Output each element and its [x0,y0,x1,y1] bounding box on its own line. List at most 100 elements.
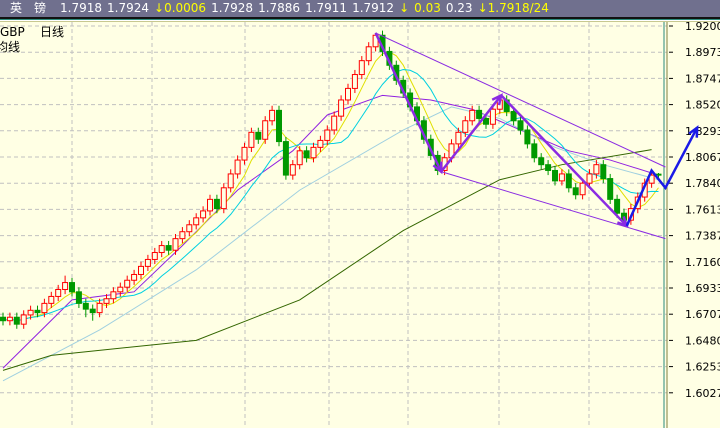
quote-field: 0.23 [445,1,473,15]
candle-body [600,164,607,180]
candle-body [186,224,193,233]
candle-body [648,174,655,184]
trendline [625,127,699,227]
candle [6,312,13,326]
candle-body [455,131,462,145]
candle-body [34,309,41,314]
candle [255,127,262,144]
candle-body [614,198,621,214]
candle-body [117,286,124,293]
candle-body [82,302,89,310]
candle-body [524,129,531,145]
candle-body [462,120,469,133]
candle-body [276,109,282,143]
candle-body [220,187,227,210]
y-tick-label: 1.8520 [685,99,720,112]
candle [338,95,345,121]
candle [310,142,317,163]
candle [234,155,241,179]
candle-body [289,164,296,176]
candle [151,247,158,265]
candle-body [358,60,365,76]
candle-body [282,141,289,176]
trendline [500,94,628,227]
candle [0,312,6,326]
candle [572,183,579,200]
y-tick-label: 1.7613 [685,203,720,216]
candle [586,169,593,188]
y-tick-label: 1.6707 [685,308,720,321]
candle [455,127,462,149]
indicator-label: 均线 [0,40,21,54]
candle-body [103,298,110,304]
candle [220,183,227,214]
candle-body [179,231,186,240]
candle [593,160,600,179]
candle [538,153,545,170]
candle-body [165,245,172,251]
candle [296,146,303,170]
candle-body [89,308,96,314]
candle [524,125,531,149]
candle-body [586,173,593,184]
quote-field: 1.7928 [211,1,254,15]
candle [48,291,55,308]
quote-field: ↓ [399,1,410,15]
candle [165,240,172,255]
symbol-label: GBP [0,25,25,39]
quote-field: 1.7918 [60,1,103,15]
candle-body [255,131,262,140]
candle [303,146,310,163]
candle-body [138,265,144,275]
candle-body [207,198,213,212]
candle-body [110,291,117,300]
candle-body [317,139,324,148]
candle [565,169,572,193]
candle [200,206,207,223]
candle [517,116,524,135]
candle [158,240,165,258]
candle-body [365,46,372,62]
candle [262,116,269,144]
candle-body [269,109,276,122]
candle [552,165,558,186]
candle [193,213,200,230]
candle [269,105,276,126]
candle-body [144,258,151,267]
candle-body [262,120,269,140]
candle-body [607,178,614,200]
candle [331,111,338,135]
y-tick-label: 1.8067 [685,151,720,164]
candle-body [131,273,138,281]
candle [20,310,27,329]
candle [41,298,48,318]
candle-body [75,291,82,304]
candle-body [338,99,345,117]
trendline [375,32,666,168]
candle-body [193,217,200,226]
candle-body [234,159,241,175]
y-tick-label: 1.9200 [685,20,720,33]
instrument-name: 英 镑 [10,1,47,15]
candle [96,298,103,318]
candle-body [558,173,565,182]
candle [62,275,69,295]
candle-body [20,314,27,325]
candle [282,136,289,180]
candle-body [538,157,545,166]
candle [351,69,358,94]
candle-body [41,302,48,314]
y-tick-label: 1.7160 [685,256,720,269]
candle [131,269,138,285]
candle-body [483,117,489,125]
candle-body [510,111,517,122]
y-tick-label: 1.6933 [685,282,720,295]
candle [179,227,186,244]
candle-body [531,143,538,159]
candle [607,173,614,204]
candle-body [248,131,255,148]
candle-body [552,169,558,182]
candle-body [572,187,579,196]
candle [13,312,20,329]
